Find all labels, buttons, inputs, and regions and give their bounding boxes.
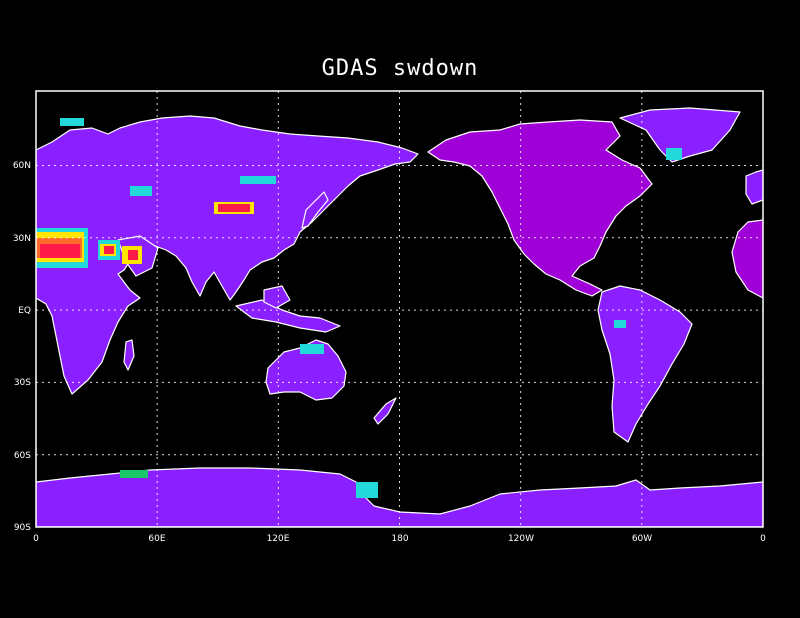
europe-west-edge — [745, 169, 763, 205]
caspian-cyan-patch — [130, 186, 152, 196]
amazon-cyan-patch — [614, 320, 626, 328]
lon-tick: 0 — [33, 534, 39, 544]
high-value-patches — [36, 118, 682, 498]
lat-tick: 30S — [14, 378, 31, 388]
north-america — [427, 119, 653, 297]
eurasia-africa-landmass — [36, 115, 419, 395]
lon-tick-labels: 0 60E 120E 180 120W 60W 0 — [33, 534, 766, 544]
australia-cyan-patch — [300, 344, 324, 354]
lon-tick: 180 — [391, 534, 408, 544]
lat-tick: 30N — [13, 234, 31, 244]
antarctic-cyan-patch — [356, 482, 378, 498]
lat-tick: 60N — [13, 161, 31, 171]
maritime-se-asia — [235, 299, 341, 333]
lon-tick: 0 — [760, 534, 766, 544]
antarctica — [36, 467, 763, 527]
lon-tick: 60E — [148, 534, 165, 544]
lat-tick: 60S — [14, 451, 31, 461]
borneo — [263, 285, 291, 309]
lat-tick: EQ — [18, 306, 31, 316]
south-america — [597, 285, 693, 443]
lon-tick: 60W — [632, 534, 652, 544]
scandinavia-cyan-patch — [60, 118, 84, 126]
madagascar — [123, 339, 135, 371]
plot-frame — [35, 90, 764, 528]
japan — [301, 191, 329, 229]
central-asia-cyan-patch — [240, 176, 276, 184]
lat-tick-labels: 90S 60S 30S EQ 30N 60N — [13, 161, 31, 533]
greenland-cyan-patch — [666, 148, 682, 160]
new-zealand — [373, 397, 397, 425]
tibet-red-patch — [218, 204, 250, 212]
greenland — [619, 107, 741, 163]
nile-red-patch — [104, 246, 114, 254]
africa-west-edge — [731, 219, 763, 299]
map-title: GDAS swdown — [321, 56, 479, 81]
arabia-red-patch — [128, 250, 138, 260]
land-fields — [36, 107, 763, 527]
gridlines — [36, 91, 763, 527]
lat-tick: 90S — [14, 523, 31, 533]
sahara-red-core — [40, 244, 80, 258]
lon-tick: 120W — [508, 534, 534, 544]
antarctic-green-patch — [120, 470, 148, 478]
lon-tick: 120E — [267, 534, 290, 544]
